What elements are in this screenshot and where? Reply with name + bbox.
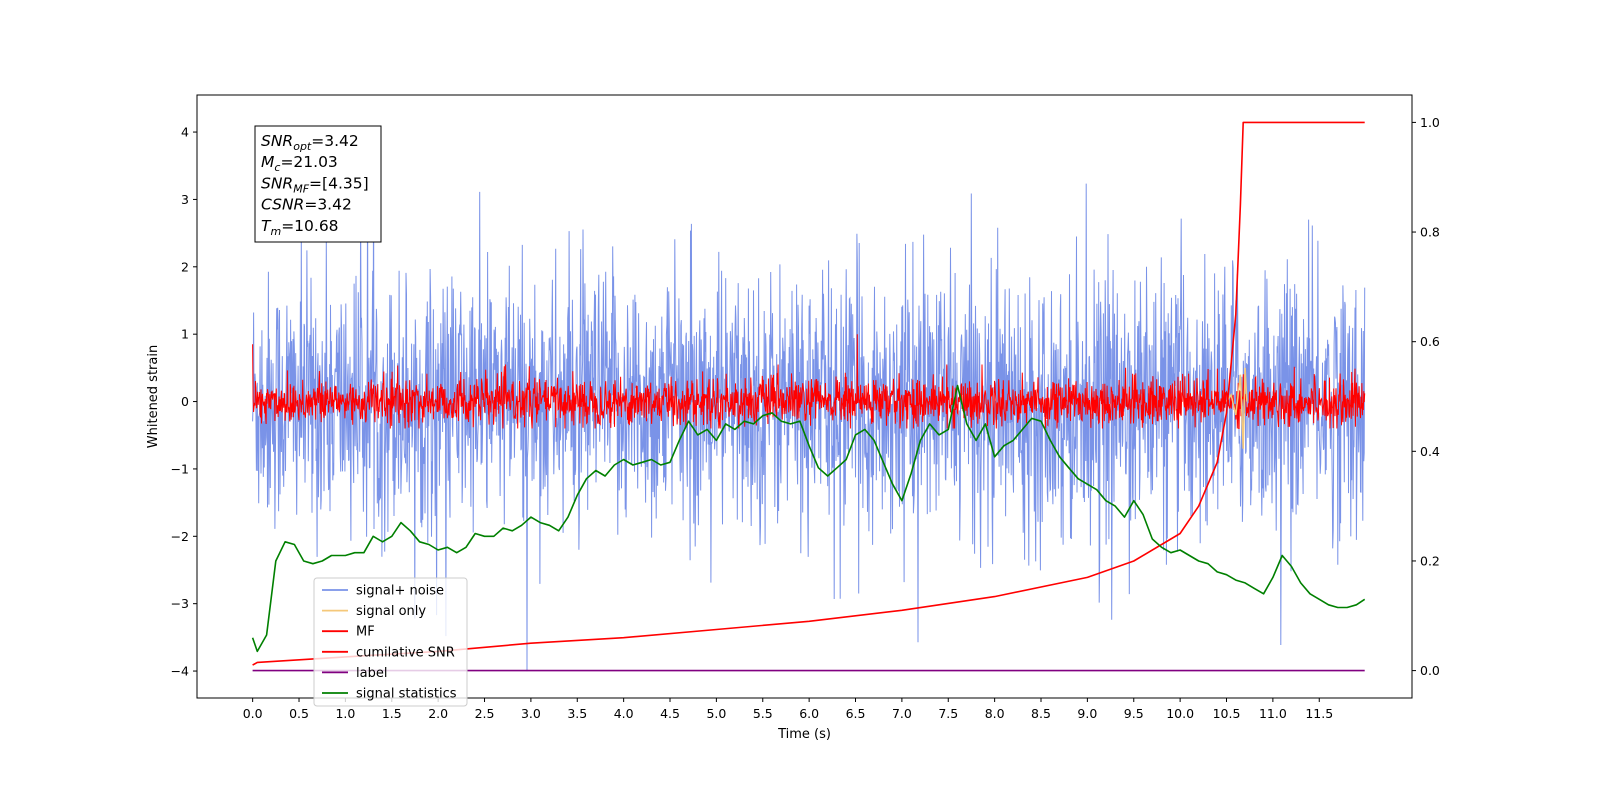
info-base: SNR [261, 174, 293, 192]
y-tick-label-right: 0.0 [1420, 663, 1440, 678]
y-tick-label-left: 1 [181, 327, 189, 342]
info-box-line: CSNR=3.42 [261, 196, 352, 214]
y-tick-label-right: 0.8 [1420, 225, 1440, 240]
info-box-frame [254, 125, 382, 243]
x-tick-label: 0.5 [289, 706, 309, 721]
info-value: =3.42 [311, 132, 359, 150]
signal-noise-series [252, 157, 1366, 672]
x-tick-label: 9.0 [1077, 706, 1097, 721]
x-tick-label: 7.0 [892, 706, 912, 721]
x-tick-label: 4.0 [614, 706, 634, 721]
x-tick-label: 8.5 [1031, 706, 1051, 721]
legend-label: signal only [356, 604, 426, 619]
signal-noise-line [252, 157, 1366, 672]
x-tick-label: 3.5 [567, 706, 587, 721]
x-tick-label: 1.0 [335, 706, 355, 721]
x-tick-label: 2.0 [428, 706, 448, 721]
signal-only-line [1225, 367, 1248, 449]
legend-label: signal statistics [356, 687, 457, 702]
info-box-line: SNRopt=3.42 [261, 132, 359, 153]
y-tick-label-right: 0.6 [1420, 334, 1440, 349]
legend-label: signal+ noise [356, 584, 444, 599]
info-box-line: Tm=10.68 [261, 217, 339, 238]
info-box: SNRopt=3.42Mc=21.03SNRMF=[4.35]CSNR=3.42… [254, 125, 382, 243]
y-tick-label-left: −1 [171, 461, 189, 476]
x-tick-label: 7.5 [938, 706, 958, 721]
legend-label: MF [356, 625, 375, 640]
signal-statistics-line [251, 384, 1366, 653]
x-axis-ticks: 0.0 0.5 1.0 1.5 2.0 2.5 3.0 3.5 4.0 4.5 5.0 5.5 6.0 6… [243, 698, 1333, 721]
y-tick-label-left: 3 [181, 192, 189, 207]
x-tick-label: 3.0 [521, 706, 541, 721]
x-tick-label: 1.5 [382, 706, 402, 721]
info-sub: MF [293, 182, 309, 195]
info-base: M [261, 153, 274, 171]
info-box-line: Mc=21.03 [261, 153, 338, 174]
x-tick-label: 2.5 [475, 706, 495, 721]
x-tick-label: 11.0 [1259, 706, 1287, 721]
mf-series [252, 334, 1366, 429]
info-sub: m [270, 225, 281, 238]
legend-label: cumilative SNR [356, 645, 455, 660]
legend-label: label [356, 666, 387, 681]
legend: signal+ noise signal only MF cumilative SNR… [313, 577, 468, 707]
signal-only-series [1225, 367, 1248, 449]
mf-line [252, 334, 1366, 429]
info-sub: opt [293, 140, 312, 153]
info-box-line: SNRMF=[4.35] [261, 174, 369, 195]
y-tick-label-right: 1.0 [1420, 115, 1440, 130]
cumulative-snr-line [252, 121, 1365, 666]
right-y-axis-ticks: 1.0 0.8 0.6 0.4 0.2 0.0 [1412, 115, 1440, 678]
y-tick-label-right: 0.4 [1420, 444, 1440, 459]
x-tick-label: 5.5 [753, 706, 773, 721]
info-base: T [261, 217, 272, 235]
y-tick-label-left: 0 [181, 394, 189, 409]
x-axis-label: Time (s) [777, 727, 831, 742]
plot-frame [196, 94, 1413, 699]
x-tick-label: 6.5 [846, 706, 866, 721]
info-value: =21.03 [280, 153, 337, 171]
legend-frame [313, 577, 468, 707]
info-value: =3.42 [304, 196, 352, 214]
x-tick-label: 8.0 [985, 706, 1005, 721]
x-tick-label: 10.5 [1213, 706, 1241, 721]
info-value: =10.68 [281, 217, 338, 235]
info-sub: c [274, 161, 280, 174]
y-tick-label-left: −2 [171, 529, 189, 544]
y-tick-label-left: −3 [171, 596, 189, 611]
x-tick-label: 9.5 [1124, 706, 1144, 721]
info-base: SNR [261, 132, 293, 150]
x-tick-label: 11.5 [1305, 706, 1333, 721]
y-tick-label-left: −4 [171, 664, 189, 679]
y-axis-label: Whitened strain [146, 345, 161, 448]
x-tick-label: 5.0 [706, 706, 726, 721]
info-base: CSNR [261, 196, 304, 214]
x-tick-label: 4.5 [660, 706, 680, 721]
x-tick-label: 10.0 [1166, 706, 1194, 721]
info-value: =[4.35] [309, 174, 369, 192]
x-tick-label: 0.0 [243, 706, 263, 721]
x-tick-label: 6.0 [799, 706, 819, 721]
y-tick-label-right: 0.2 [1420, 553, 1440, 568]
left-y-axis-ticks: 4 3 2 1 0 −1 −2 −3 −4 [171, 125, 197, 679]
y-tick-label-left: 2 [181, 259, 189, 274]
y-tick-label-left: 4 [181, 125, 189, 140]
